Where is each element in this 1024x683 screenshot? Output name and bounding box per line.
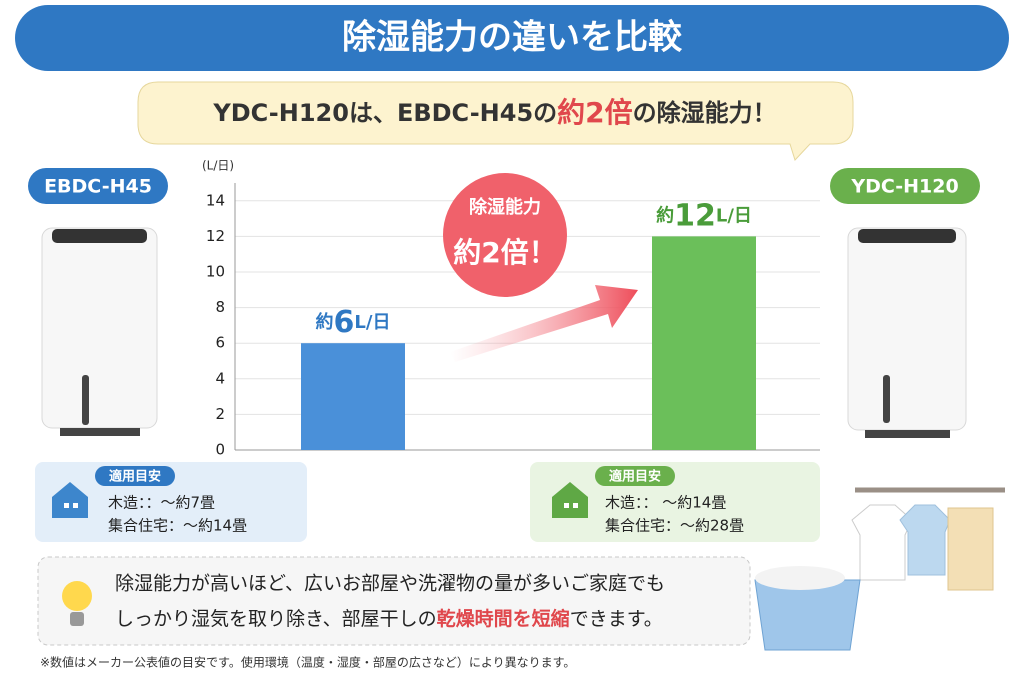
guide-heading: 適用目安 xyxy=(609,469,661,485)
y-tick-label: 2 xyxy=(215,405,225,423)
note-part: できます。 xyxy=(570,608,663,630)
laundry-illustration xyxy=(754,487,1005,651)
title-banner xyxy=(15,5,1009,71)
y-tick-label: 10 xyxy=(206,263,225,281)
value-label: 約6L/日 xyxy=(316,305,391,340)
footnote: ※数値はメーカー公表値の目安です。使用環境（温度・湿度・部屋の広さなど）により異… xyxy=(40,655,575,670)
callout-part: YDC-H120は、EBDC-H45の xyxy=(212,99,557,127)
title: 除湿能力の違いを比較 xyxy=(342,18,683,58)
note-text: しっかり湿気を取り除き、部屋干しの乾燥時間を短縮できます。 xyxy=(115,607,663,630)
product-label: YDC-H120 xyxy=(850,176,958,198)
callout-emphasis: 約2倍 xyxy=(557,96,632,129)
y-tick-label: 0 xyxy=(215,441,225,459)
value-label: 約12L/日 xyxy=(656,198,752,233)
badge-text: 除湿能力 xyxy=(469,196,541,218)
dehumidifier-left xyxy=(41,227,158,436)
y-tick-label: 12 xyxy=(206,227,225,245)
note-part: しっかり湿気を取り除き、部屋干しの xyxy=(115,608,437,630)
product-label: EBDC-H45 xyxy=(44,176,152,198)
guide-left: 適用目安 木造：：～約7畳 集合住宅：～約14畳 xyxy=(35,462,307,542)
dehumidifier-right xyxy=(847,227,967,438)
guide-line: 集合住宅：～約14畳 xyxy=(108,517,247,535)
y-tick-label: 4 xyxy=(215,369,225,387)
guide-right: 適用目安 木造：： ～約14畳 集合住宅：～約28畳 xyxy=(530,462,820,542)
guide-heading: 適用目安 xyxy=(109,469,161,485)
callout xyxy=(137,81,854,161)
product-pill xyxy=(830,168,980,204)
y-axis-label: (L/日) xyxy=(202,159,234,173)
callout-text: YDC-H120は、EBDC-H45の約2倍の除湿能力！ xyxy=(212,96,776,129)
guide-line: 木造：：～約7畳 xyxy=(108,494,215,512)
arrow xyxy=(450,285,638,362)
badge-text: 約2倍！ xyxy=(453,236,556,269)
callout-part: の除湿能力！ xyxy=(633,99,777,127)
product-pill xyxy=(28,168,168,204)
bar xyxy=(652,236,756,450)
note-emphasis: 乾燥時間を短縮 xyxy=(437,607,570,630)
guide-line: 集合住宅：～約28畳 xyxy=(605,517,744,535)
y-tick-label: 14 xyxy=(206,191,225,209)
bulb-icon xyxy=(62,581,92,626)
y-tick-label: 6 xyxy=(215,334,225,352)
y-tick-label: 8 xyxy=(215,298,225,316)
guide-line: 木造：： ～約14畳 xyxy=(605,494,726,512)
note-text: 除湿能力が高いほど、広いお部屋や洗濯物の量が多いご家庭でも xyxy=(115,573,665,595)
badge xyxy=(443,173,567,297)
note-box xyxy=(37,556,751,646)
bar xyxy=(301,343,405,450)
